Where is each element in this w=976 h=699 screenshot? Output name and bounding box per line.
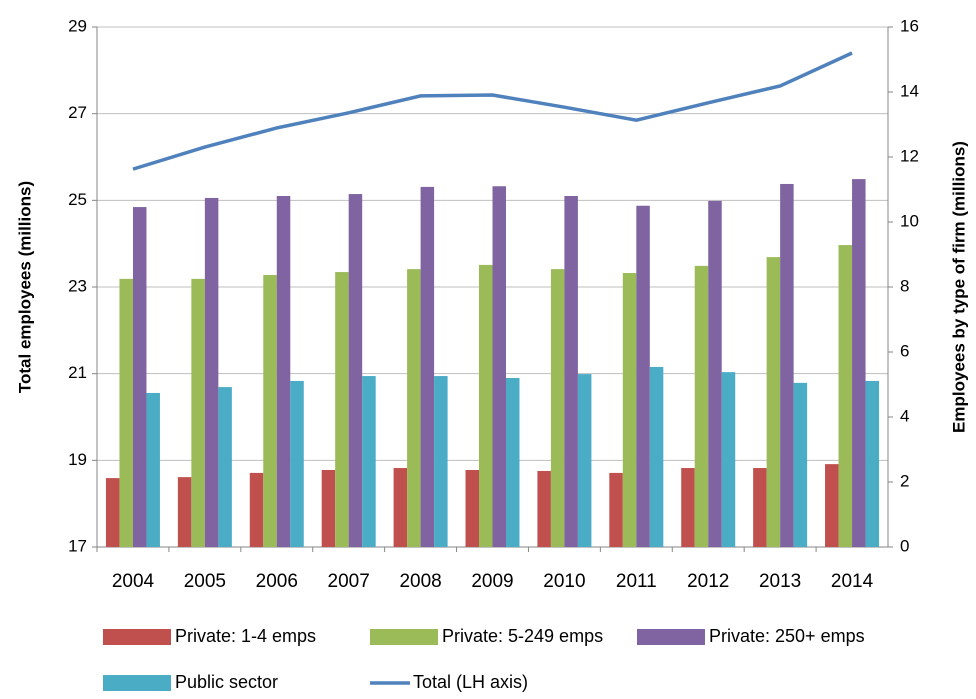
bar: [362, 376, 376, 547]
x-tick-label: 2005: [184, 571, 226, 592]
legend-label: Private: 5-249 emps: [442, 626, 603, 646]
bar: [348, 194, 363, 548]
x-tick-label: 2014: [831, 571, 874, 592]
y2-axis-title: Employees by type of firm (millions): [949, 141, 968, 433]
bar: [263, 274, 277, 547]
y-axis-title: Total employees (millions): [15, 181, 34, 393]
bar: [708, 200, 722, 547]
bar: [407, 269, 421, 547]
y-tick-label: 23: [68, 276, 87, 295]
bar: [649, 366, 664, 547]
x-tick-label: 2007: [328, 571, 370, 592]
legend-label: Private: 250+ emps: [709, 626, 865, 646]
bar: [838, 245, 853, 547]
y2-tick-label: 14: [900, 81, 919, 100]
legend-swatch: [370, 629, 438, 645]
y2-tick-label: 8: [900, 276, 909, 295]
bar: [465, 469, 479, 547]
x-tick-label: 2012: [687, 571, 729, 592]
bar: [577, 374, 592, 547]
bar: [420, 186, 435, 547]
bar: [780, 183, 794, 547]
y-tick-label: 17: [68, 536, 87, 555]
x-tick-label: 2004: [112, 571, 155, 592]
bar: [537, 470, 551, 547]
y2-tick-label: 10: [900, 211, 919, 230]
y2-tick-label: 0: [900, 536, 909, 555]
legend-swatch: [637, 629, 705, 645]
bar: [276, 196, 291, 547]
legend-swatch: [103, 675, 171, 691]
bar: [636, 205, 650, 547]
legend-swatch: [103, 629, 171, 645]
bar: [825, 464, 839, 547]
bar: [335, 272, 349, 547]
x-tick-label: 2008: [399, 571, 441, 592]
y-tick-label: 25: [68, 190, 87, 209]
bar: [852, 179, 866, 547]
y-tick-label: 27: [68, 103, 87, 122]
x-tick-label: 2009: [471, 571, 513, 592]
line: [132, 51, 853, 171]
y-tick-label: 29: [68, 16, 87, 35]
bar: [609, 472, 623, 547]
bar: [622, 273, 637, 547]
bar: [694, 265, 709, 547]
bar: [550, 269, 565, 547]
bar: [721, 372, 736, 547]
bar: [132, 207, 147, 548]
x-tick-label: 2006: [256, 571, 298, 592]
bar: [479, 264, 493, 547]
y2-tick-label: 12: [900, 146, 919, 165]
bar: [793, 382, 808, 547]
bar: [506, 378, 520, 547]
y2-tick-label: 6: [900, 341, 909, 360]
y2-tick-label: 2: [900, 471, 909, 490]
bar: [393, 468, 408, 547]
bar: [434, 376, 448, 547]
bar: [191, 278, 205, 547]
bar: [249, 472, 264, 547]
bar: [146, 392, 160, 547]
x-tick-label: 2010: [543, 571, 585, 592]
legend-label: Total (LH axis): [413, 672, 528, 692]
bar: [204, 197, 219, 547]
bar: [218, 387, 232, 547]
bar: [753, 468, 767, 547]
legend-label: Public sector: [175, 672, 278, 692]
bar: [865, 380, 880, 547]
bar: [119, 278, 133, 547]
y2-tick-label: 16: [900, 16, 919, 35]
y-tick-label: 21: [68, 363, 87, 382]
y-tick-label: 19: [68, 450, 87, 469]
legend-label: Private: 1-4 emps: [175, 626, 316, 646]
bar: [105, 478, 120, 547]
bar: [564, 196, 578, 547]
bar: [177, 477, 192, 547]
bar: [290, 380, 304, 547]
bar: [321, 469, 336, 547]
bar: [766, 257, 781, 547]
y2-tick-label: 4: [900, 406, 909, 425]
bar: [681, 468, 695, 547]
x-tick-label: 2013: [759, 571, 801, 592]
x-tick-label: 2011: [616, 571, 657, 592]
bar: [492, 186, 506, 547]
